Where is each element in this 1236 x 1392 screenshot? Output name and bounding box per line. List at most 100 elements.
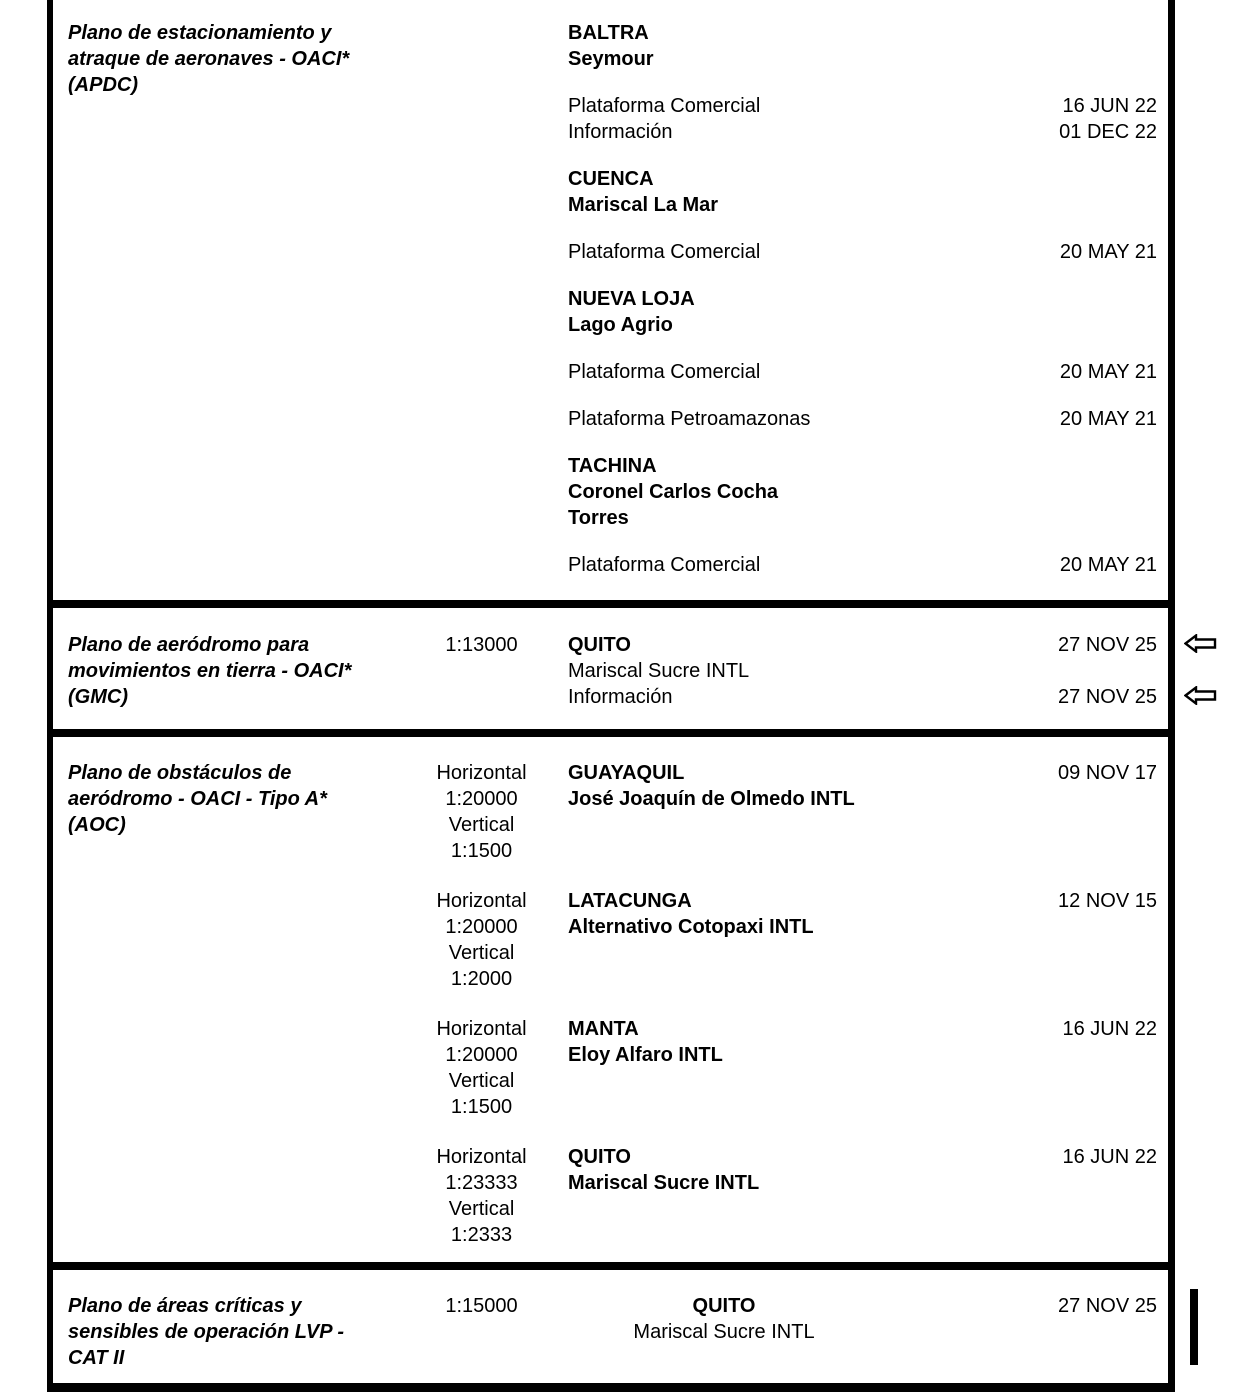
effective-date	[880, 914, 1157, 940]
effective-date	[880, 453, 1157, 479]
effective-date	[880, 505, 1157, 531]
chart-name-line: movimientos en tierra - OACI*	[68, 660, 352, 682]
airport-name: Seymour	[568, 48, 654, 70]
section-entries: 1:15000 QUITO 27 NOV 25 Mariscal Sucre INTL	[432, 1293, 1168, 1371]
entry-line: José Joaquín de Olmedo INTL	[568, 786, 1157, 812]
entry-block: Horizontal 1:23333 Vertical 1:2333 QUITO 16 J…	[432, 1144, 1168, 1248]
effective-date: 27 NOV 25	[1058, 1295, 1157, 1317]
scale-column	[432, 166, 531, 218]
left-white-arrow-icon	[1184, 686, 1217, 705]
chart-name-line: aeródromo - OACI - Tipo A*	[68, 788, 327, 810]
entry-label: Plataforma Comercial	[568, 95, 761, 117]
entry-line: Mariscal La Mar	[568, 192, 1157, 218]
entry-line: Mariscal Sucre INTL	[568, 1319, 1157, 1345]
entry-block: Plataforma Comercial 20 MAY 21	[432, 239, 1168, 265]
entry-block: CUENCA Mariscal La Mar	[432, 166, 1168, 218]
effective-date	[880, 1170, 1157, 1196]
entry-line: Plataforma Comercial 20 MAY 21	[568, 359, 1157, 385]
entry-block: Horizontal 1:20000 Vertical 1:2000 LATACUNGA…	[432, 888, 1168, 992]
effective-date: 09 NOV 17	[1058, 762, 1157, 784]
airport-name: QUITO	[568, 1146, 631, 1168]
chart-name-line: (APDC)	[68, 74, 138, 96]
entry-lines: QUITO 27 NOV 25 Mariscal Sucre INTL Informa…	[568, 632, 1217, 710]
chart-name-line: Plano de obstáculos de	[68, 762, 292, 784]
entry-line: Plataforma Petroamazonas 20 MAY 21	[568, 406, 1157, 432]
entry-line: TACHINA	[568, 453, 1157, 479]
scale-value: Vertical	[448, 942, 515, 964]
entry-line: Información 01 DEC 22	[568, 119, 1157, 145]
effective-date: 27 NOV 25	[1058, 634, 1157, 656]
change-bar	[1190, 1289, 1198, 1365]
chart-section: Plano de estacionamiento y atraque de aer…	[53, 0, 1168, 600]
effective-date	[880, 1042, 1157, 1068]
entry-line: Seymour	[568, 46, 1157, 72]
entry-lines: Plataforma Comercial 20 MAY 21	[568, 239, 1168, 265]
entry-line: Plataforma Comercial 16 JUN 22	[568, 93, 1157, 119]
chart-section: Plano de aeródromo para movimientos en ti…	[53, 600, 1217, 729]
entry-block: 1:15000 QUITO 27 NOV 25 Mariscal Sucre INTL	[432, 1293, 1168, 1345]
scale-value: 1:1500	[450, 1096, 513, 1118]
entry-label: Plataforma Petroamazonas	[568, 408, 811, 430]
effective-date: 20 MAY 21	[1059, 408, 1157, 430]
chart-name: Plano de obstáculos de aeródromo - OACI -…	[53, 760, 432, 1248]
entry-lines: TACHINA Coronel Carlos Cocha Torres	[568, 453, 1168, 531]
effective-date: 16 JUN 22	[1062, 95, 1158, 117]
entry-line: Lago Agrio	[568, 312, 1157, 338]
scale-column	[432, 406, 531, 432]
scale-column	[432, 359, 531, 385]
effective-date	[880, 166, 1157, 192]
entry-lines: Plataforma Petroamazonas 20 MAY 21	[568, 406, 1168, 432]
chart-name-line: CAT II	[68, 1347, 125, 1369]
airport-name: MANTA	[568, 1018, 639, 1040]
entry-line: Mariscal Sucre INTL	[568, 1170, 1157, 1196]
scale-column	[432, 453, 531, 531]
entry-lines: BALTRA Seymour	[568, 20, 1168, 72]
scale-value: Horizontal	[436, 1146, 527, 1168]
airport-name: CUENCA	[568, 168, 654, 190]
entry-line: GUAYAQUIL 09 NOV 17	[568, 760, 1157, 786]
scale-value: Horizontal	[436, 890, 527, 912]
effective-date	[880, 786, 1157, 812]
airport-name: GUAYAQUIL	[568, 762, 685, 784]
entry-lines: Plataforma Comercial 20 MAY 21	[568, 359, 1168, 385]
scale-column	[432, 286, 531, 338]
scale-value: 1:13000	[445, 634, 518, 656]
chart-section: Plano de áreas críticas y sensibles de op…	[53, 1262, 1198, 1383]
scale-value: 1:1500	[450, 840, 513, 862]
scale-value: Vertical	[448, 814, 515, 836]
entry-block: BALTRA Seymour	[432, 20, 1168, 72]
scale-column: Horizontal 1:20000 Vertical 1:1500	[432, 760, 531, 864]
effective-date: 01 DEC 22	[1059, 121, 1157, 143]
entry-label: Plataforma Comercial	[568, 361, 761, 383]
scale-value: 1:23333	[445, 1172, 518, 1194]
chart-name: Plano de estacionamiento y atraque de aer…	[53, 20, 432, 578]
airport-name: Mariscal Sucre INTL	[568, 1172, 760, 1194]
scale-column: Horizontal 1:20000 Vertical 1:1500	[432, 1016, 531, 1120]
effective-date: 20 MAY 21	[1059, 554, 1157, 576]
entry-block: TACHINA Coronel Carlos Cocha Torres	[432, 453, 1168, 531]
entry-label: Mariscal Sucre INTL	[633, 1321, 815, 1343]
chart-name-line: atraque de aeronaves - OACI*	[68, 48, 350, 70]
scale-value: Horizontal	[436, 762, 527, 784]
entry-lines: Plataforma Comercial 16 JUN 22 Información…	[568, 93, 1168, 145]
airport-name: QUITO	[568, 634, 631, 656]
effective-date	[880, 20, 1157, 46]
entry-block: Plataforma Comercial 20 MAY 21	[432, 359, 1168, 385]
airport-name: Alternativo Cotopaxi INTL	[568, 916, 814, 938]
entry-line: Plataforma Comercial 20 MAY 21	[568, 552, 1157, 578]
chart-name: Plano de áreas críticas y sensibles de op…	[53, 1293, 432, 1371]
chart-name-line: (GMC)	[68, 686, 128, 708]
entry-lines: LATACUNGA 12 NOV 15 Alternativo Cotopaxi I…	[568, 888, 1168, 992]
effective-date	[880, 312, 1157, 338]
airport-name: Eloy Alfaro INTL	[568, 1044, 723, 1066]
scale-value: 1:15000	[445, 1295, 518, 1317]
entry-line: LATACUNGA 12 NOV 15	[568, 888, 1157, 914]
entry-line: NUEVA LOJA	[568, 286, 1157, 312]
airport-name: José Joaquín de Olmedo INTL	[568, 788, 855, 810]
entry-line: MANTA 16 JUN 22	[568, 1016, 1157, 1042]
entry-lines: MANTA 16 JUN 22 Eloy Alfaro INTL	[568, 1016, 1168, 1120]
entry-label: Información	[568, 121, 673, 143]
entry-line: Mariscal Sucre INTL	[568, 658, 1157, 684]
chart-name-line: Plano de estacionamiento y	[68, 22, 332, 44]
entry-lines: QUITO 16 JUN 22 Mariscal Sucre INTL	[568, 1144, 1168, 1248]
